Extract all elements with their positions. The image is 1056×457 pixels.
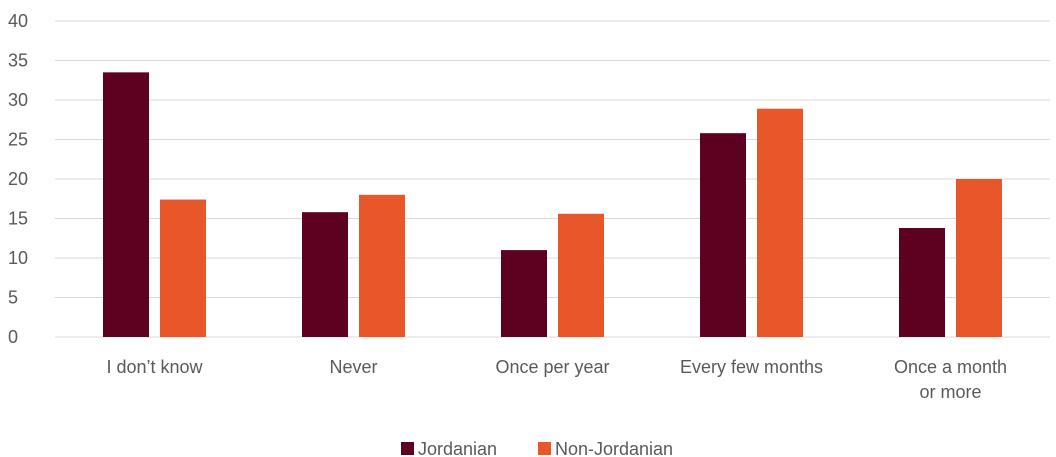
y-tick-label-0: 0 bbox=[8, 327, 18, 347]
x-category-label-2-line-0: Once per year bbox=[495, 357, 609, 377]
x-axis-category-labels: I don’t know Never Once per year Every few … bbox=[106, 357, 1007, 402]
y-tick-label-35: 35 bbox=[8, 51, 28, 71]
legend-swatch-1 bbox=[538, 442, 551, 455]
bar-jordanian-2 bbox=[501, 250, 547, 337]
bar-jordanian-1 bbox=[302, 212, 348, 337]
bar-non-jordanian-2 bbox=[558, 214, 604, 337]
y-tick-label-40: 40 bbox=[8, 11, 28, 31]
y-tick-label-10: 10 bbox=[8, 248, 28, 268]
bar-jordanian-3 bbox=[700, 133, 746, 337]
bar-non-jordanian-3 bbox=[757, 109, 803, 337]
x-category-label-4-line-1: or more bbox=[919, 382, 981, 402]
bar-non-jordanian-0 bbox=[160, 200, 206, 337]
x-category-label-4-line-0: Once a month bbox=[894, 357, 1007, 377]
y-tick-label-30: 30 bbox=[8, 90, 28, 110]
y-tick-label-15: 15 bbox=[8, 209, 28, 229]
legend-label-0: Jordanian bbox=[418, 439, 497, 457]
x-category-label-0-line-0: I don’t know bbox=[106, 357, 203, 377]
y-tick-label-25: 25 bbox=[8, 130, 28, 150]
y-tick-label-5: 5 bbox=[8, 288, 18, 308]
bar-non-jordanian-4 bbox=[956, 179, 1002, 337]
bar-jordanian-0 bbox=[103, 72, 149, 337]
bar-jordanian-4 bbox=[899, 228, 945, 337]
legend-label-1: Non-Jordanian bbox=[555, 439, 673, 457]
legend-swatch-0 bbox=[401, 442, 414, 455]
x-category-label-1-line-0: Never bbox=[329, 357, 377, 377]
y-axis-tick-labels: 0 5 10 15 20 25 30 35 40 bbox=[8, 11, 28, 347]
y-tick-label-20: 20 bbox=[8, 169, 28, 189]
bar-non-jordanian-1 bbox=[359, 195, 405, 337]
legend: Jordanian Non-Jordanian bbox=[401, 439, 673, 457]
x-category-label-3-line-0: Every few months bbox=[680, 357, 823, 377]
